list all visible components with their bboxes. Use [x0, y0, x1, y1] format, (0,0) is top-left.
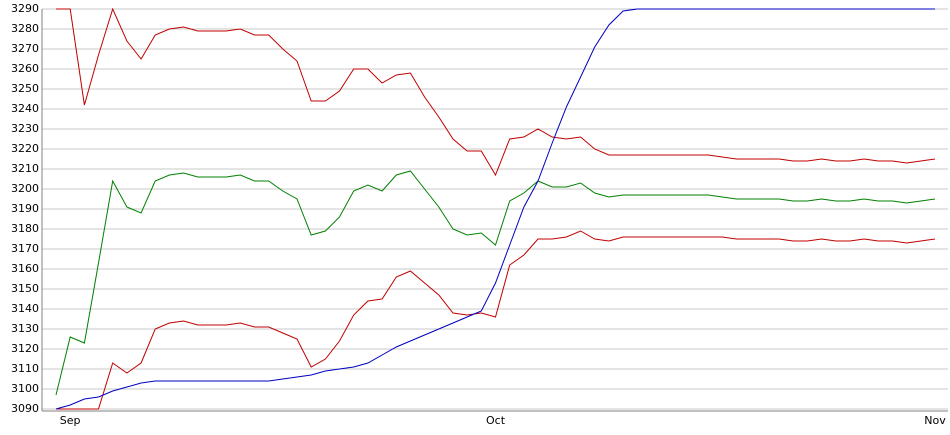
y-tick-label: 3110 [11, 362, 39, 375]
line-series [55, 8, 935, 410]
y-tick-label: 3260 [11, 62, 39, 75]
y-tick-label: 3280 [11, 22, 39, 35]
y-tick-label: 3170 [11, 242, 39, 255]
y-tick-label: 3210 [11, 162, 39, 175]
x-tick-label: Sep [60, 414, 81, 427]
y-tick-label: 3250 [11, 82, 39, 95]
y-tick-label: 3120 [11, 342, 39, 355]
y-tick-label: 3180 [11, 222, 39, 235]
line-series [55, 170, 936, 396]
y-tick-label: 3150 [11, 282, 39, 295]
y-tick-label: 3270 [11, 42, 39, 55]
y-tick-label: 3090 [11, 402, 39, 415]
y-tick-label: 3130 [11, 322, 39, 335]
y-tick-label: 3190 [11, 202, 39, 215]
y-tick-label: 3240 [11, 102, 39, 115]
y-tick-label: 3140 [11, 302, 39, 315]
y-tick-label: 3160 [11, 262, 39, 275]
line-series [56, 230, 936, 410]
x-tick-label: Nov [924, 414, 946, 427]
y-tick-label: 3230 [11, 122, 39, 135]
y-tick-label: 3220 [11, 142, 39, 155]
x-tick-label: Oct [486, 414, 506, 427]
y-tick-label: 3290 [11, 2, 39, 15]
line-series [56, 7, 936, 177]
y-tick-label: 3100 [11, 382, 39, 395]
y-tick-label: 3200 [11, 182, 39, 195]
